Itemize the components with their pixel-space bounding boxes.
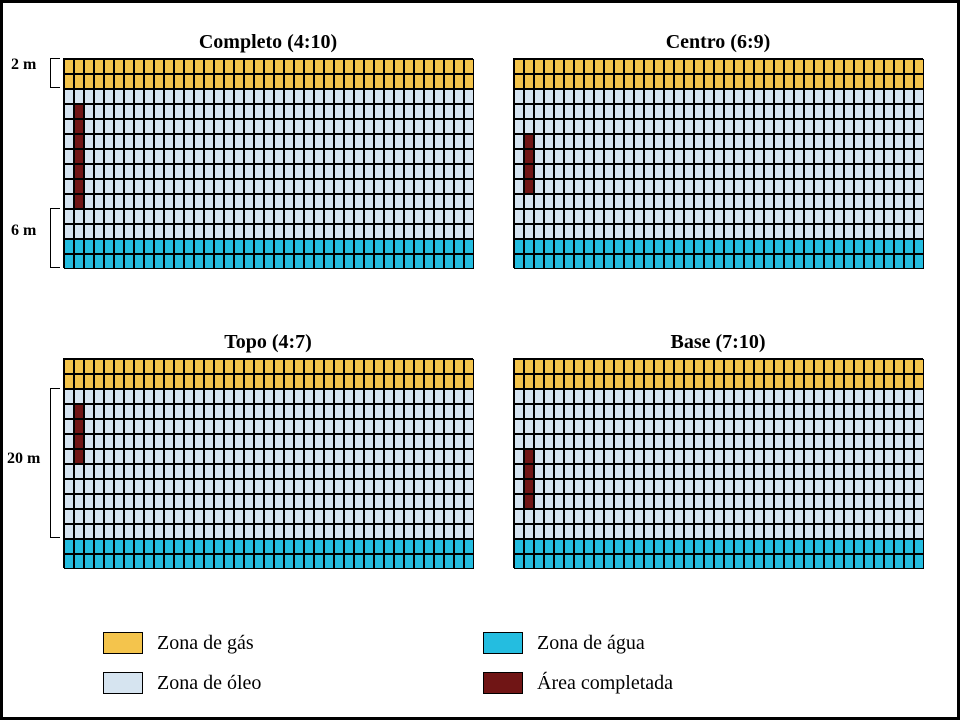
panel-title-topo: Topo (4:7) bbox=[63, 331, 473, 354]
dim-tick bbox=[50, 87, 60, 88]
panel-centro bbox=[513, 58, 923, 268]
legend-item: Zona de gás bbox=[103, 632, 483, 655]
dim-bar bbox=[50, 388, 51, 538]
dim-label: 2 m bbox=[11, 56, 36, 74]
legend-swatch bbox=[103, 672, 143, 694]
dim-tick bbox=[50, 267, 60, 268]
legend-label: Zona de gás bbox=[157, 632, 254, 655]
dim-label: 6 m bbox=[11, 222, 36, 240]
panel-title-centro: Centro (6:9) bbox=[513, 31, 923, 54]
legend-label: Área completada bbox=[537, 672, 673, 695]
panel-title-base: Base (7:10) bbox=[513, 331, 923, 354]
legend-label: Zona de água bbox=[537, 632, 645, 655]
dim-tick bbox=[50, 388, 60, 389]
legend-item: Área completada bbox=[483, 672, 863, 695]
panel-title-completo: Completo (4:10) bbox=[63, 31, 473, 54]
legend-swatch bbox=[483, 672, 523, 694]
panel-completo bbox=[63, 58, 473, 268]
panel-topo bbox=[63, 358, 473, 568]
legend-item: Zona de óleo bbox=[103, 672, 483, 695]
panel-base bbox=[513, 358, 923, 568]
legend: Zona de gás Zona de água Zona de óleo Área … bbox=[103, 623, 863, 703]
dim-label: 20 m bbox=[7, 450, 40, 468]
dim-tick bbox=[50, 537, 60, 538]
figure-frame: Completo (4:10) Centro (6:9) Topo (4:7) Bas… bbox=[0, 0, 960, 720]
dim-tick bbox=[50, 58, 60, 59]
legend-swatch bbox=[483, 632, 523, 654]
legend-item: Zona de água bbox=[483, 632, 863, 655]
dim-bar bbox=[50, 58, 51, 88]
legend-swatch bbox=[103, 632, 143, 654]
dim-tick bbox=[50, 208, 60, 209]
legend-label: Zona de óleo bbox=[157, 672, 261, 695]
dim-bar bbox=[50, 208, 51, 268]
